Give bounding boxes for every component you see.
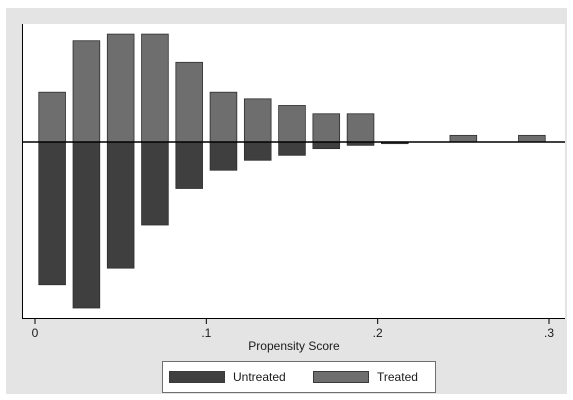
x-tick-label-3: .3	[544, 326, 554, 340]
bar-treated-2	[106, 33, 135, 143]
bar-treated-4	[175, 61, 203, 143]
bar-treated-7	[278, 105, 306, 143]
legend-swatch-untreated	[169, 371, 225, 383]
bar-treated-10	[449, 134, 478, 143]
bar-treated-3	[141, 33, 169, 143]
x-ticks: 0 .1 .2 .3	[32, 318, 554, 340]
legend-label-treated: Treated	[377, 370, 418, 384]
x-tick-label-2: .2	[373, 326, 383, 340]
bar-treated-6	[243, 98, 272, 143]
bar-treated-8	[312, 113, 341, 143]
legend: Untreated Treated	[162, 361, 436, 393]
x-axis-label: Propensity Score	[248, 339, 340, 353]
bar-untreated-8	[312, 141, 341, 150]
bar-untreated-0	[38, 141, 66, 286]
plot-area	[22, 24, 565, 318]
x-tick-label-1: .1	[201, 326, 211, 340]
bar-untreated-5	[209, 141, 238, 171]
bar-untreated-1	[72, 141, 101, 309]
bar-treated-5	[209, 91, 238, 143]
bar-treated-9	[346, 113, 375, 143]
legend-swatch-treated	[313, 371, 369, 383]
bar-untreated-3	[141, 141, 169, 226]
bar-treated-0	[38, 91, 66, 143]
bar-untreated-6	[243, 141, 272, 161]
chart-frame: 0 .1 .2 .3 Propensity Score Untreated Treat…	[6, 8, 567, 394]
bar-treated-11	[518, 134, 546, 143]
legend-label-untreated: Untreated	[233, 370, 286, 384]
x-tick-label-0: 0	[32, 326, 39, 340]
bar-untreated-7	[278, 141, 306, 156]
bar-untreated-4	[175, 141, 203, 189]
propensity-score-histogram: 0 .1 .2 .3 Propensity Score	[22, 24, 565, 353]
bar-untreated-2	[106, 141, 135, 269]
bar-treated-1	[72, 40, 101, 143]
bars-group	[38, 33, 546, 309]
